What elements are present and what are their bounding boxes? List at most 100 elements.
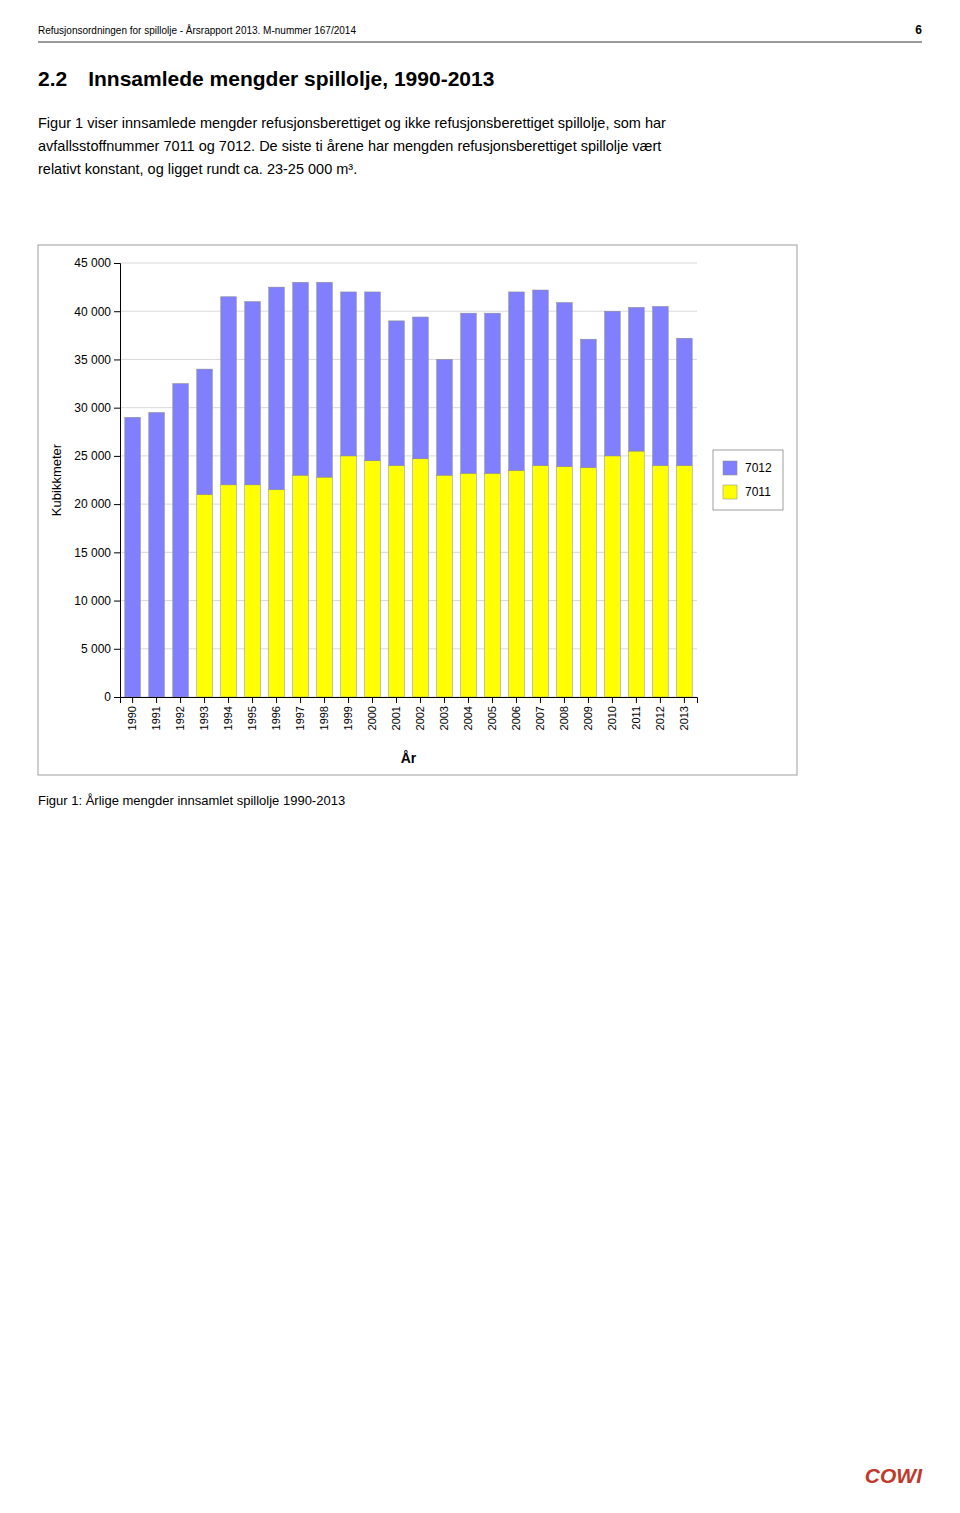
x-tick: 1996: [270, 697, 282, 730]
x-tick: 2007: [534, 697, 546, 730]
body-line: Figur 1 viser innsamlede mengder refusjo…: [38, 115, 666, 131]
x-tick-mark: [180, 697, 181, 703]
figure-caption: Figur 1: Årlige mengder innsamlet spillo…: [38, 793, 345, 808]
x-tick: 2002: [414, 697, 426, 730]
bar: [221, 297, 237, 485]
bar: [245, 302, 261, 485]
x-tick-mark: [396, 697, 397, 703]
x-tick-mark: [156, 697, 157, 703]
x-tick-mark: [276, 697, 277, 703]
x-tick: 1997: [294, 697, 306, 730]
y-tick-label: 15 000: [74, 546, 111, 560]
x-tick: 1994: [222, 697, 234, 730]
bar: [533, 290, 549, 466]
x-tick-mark: [348, 697, 349, 703]
x-tick-mark: [228, 697, 229, 703]
bar: [485, 473, 501, 697]
x-tick-mark: [636, 697, 637, 703]
bar: [557, 466, 573, 697]
x-tick-label: 1997: [294, 706, 306, 730]
x-axis: 1990199119921993199419951996199719981999…: [121, 697, 698, 730]
x-tick-mark: [252, 697, 253, 703]
bar: [413, 459, 429, 697]
body-text: Figur 1 viser innsamlede mengder refusjo…: [38, 115, 666, 177]
x-tick: 2001: [390, 697, 402, 730]
y-tick: 5 000: [81, 642, 120, 656]
x-tick-label: 1991: [150, 706, 162, 730]
x-tick-mark: [300, 697, 301, 703]
x-tick: 2008: [558, 697, 570, 730]
y-tick: 40 000: [74, 305, 120, 319]
y-tick-mark: [114, 456, 120, 457]
y-tick-label: 0: [104, 690, 111, 704]
bar: [413, 317, 429, 459]
x-tick-label: 2013: [678, 706, 690, 730]
x-tick-label: 1990: [126, 706, 138, 730]
x-tick-mark: [516, 697, 517, 703]
bar: [173, 384, 189, 697]
bar: [221, 485, 237, 697]
bar: [485, 313, 501, 473]
bar: [653, 466, 669, 697]
x-tick-mark: [420, 697, 421, 703]
bar: [557, 303, 573, 467]
bar: [269, 490, 285, 697]
page: Refusjonsordningen for spillolje - Årsra…: [0, 0, 960, 1513]
grid-line: [120, 263, 697, 264]
legend-frame: [713, 450, 783, 510]
x-tick: 2012: [654, 697, 666, 730]
body-line: relativt konstant, og ligget rundt ca. 2…: [38, 161, 357, 177]
bar: [437, 359, 453, 475]
x-tick-label: 1998: [318, 706, 330, 730]
x-tick: 2004: [462, 697, 474, 730]
bar: [365, 292, 381, 461]
y-tick: 20 000: [74, 497, 120, 511]
legend-swatch: [723, 461, 737, 475]
chart-box: [38, 245, 797, 775]
legend-item: 7012: [723, 461, 772, 475]
x-tick-label: 2000: [366, 706, 378, 730]
x-tick: 2011: [630, 697, 642, 730]
x-tick-label: 2011: [630, 706, 642, 730]
y-tick-label: 35 000: [74, 353, 111, 367]
bar: [365, 461, 381, 697]
x-tick-mark: [612, 697, 613, 703]
y-tick-label: 5 000: [81, 642, 111, 656]
x-tick: 2013: [678, 697, 690, 730]
bar: [581, 467, 597, 697]
bar: [629, 451, 645, 697]
x-tick-mark: [588, 697, 589, 703]
x-tick: 1998: [318, 697, 330, 730]
bar: [245, 485, 261, 697]
bar: [629, 307, 645, 451]
x-tick-label: 2009: [582, 706, 594, 730]
x-tick-label: 2010: [606, 706, 618, 730]
y-tick-mark: [114, 697, 120, 698]
x-tick-label: 1999: [342, 706, 354, 730]
bar: [677, 466, 693, 697]
x-tick-mark: [492, 697, 493, 703]
x-tick: 1991: [150, 697, 162, 730]
y-tick-mark: [114, 601, 120, 602]
x-axis-line: [121, 698, 698, 704]
y-tick-label: 30 000: [74, 401, 111, 415]
x-tick-label: 2006: [510, 706, 522, 730]
body-line: avfallsstoffnummer 7011 og 7012. De sist…: [38, 138, 661, 154]
x-tick: 1992: [174, 697, 186, 730]
y-tick: 30 000: [74, 401, 120, 415]
bar: [197, 494, 213, 697]
y-axis: 05 00010 00015 00020 00025 00030 00035 0…: [74, 256, 120, 704]
bars: [125, 282, 692, 697]
bar: [269, 287, 285, 490]
logo: COWI: [865, 1464, 923, 1487]
bar: [293, 475, 309, 697]
x-tick: 1999: [342, 697, 354, 730]
legend-swatch: [723, 485, 737, 499]
x-tick-mark: [132, 697, 133, 703]
bar: [437, 475, 453, 697]
legend-label: 7012: [745, 461, 772, 475]
y-tick-mark: [114, 263, 120, 264]
legend: 70127011: [713, 450, 783, 510]
x-tick-mark: [540, 697, 541, 703]
x-tick-mark: [324, 697, 325, 703]
